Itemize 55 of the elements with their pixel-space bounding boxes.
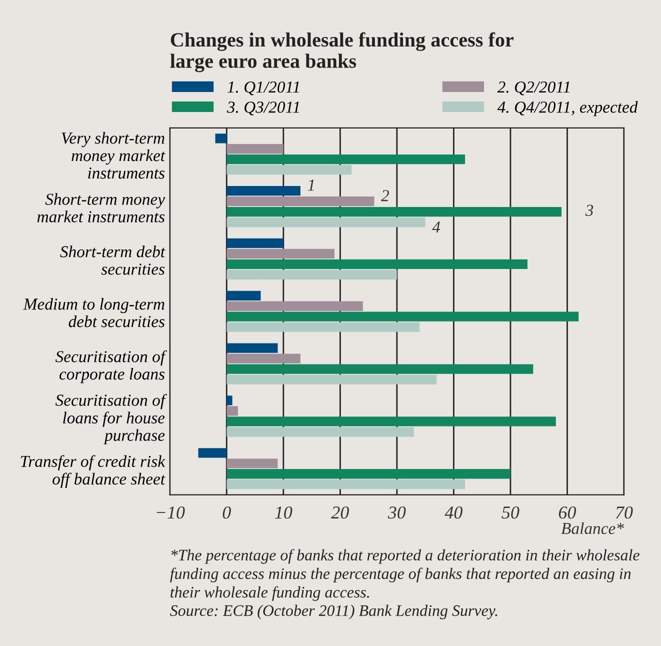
legend-label: 3. Q3/2011 <box>226 102 299 116</box>
x-tick-label: 60 <box>558 506 576 519</box>
bar <box>226 312 579 322</box>
y-tick-label: Short-term debt securities <box>60 246 166 275</box>
x-tick-label: 10 <box>275 506 292 519</box>
bar <box>226 259 528 270</box>
y-tick-label: Transfer of credit risk off balance sheet <box>20 455 166 488</box>
bar <box>226 154 466 164</box>
bar <box>226 458 278 468</box>
y-tick-label: Very short-term money market instruments <box>62 132 166 179</box>
bar <box>226 469 510 479</box>
bar <box>226 270 397 280</box>
annotation: 1 <box>308 180 314 191</box>
y-tick-label: Short-term money market instruments <box>37 193 166 222</box>
bar <box>226 322 420 332</box>
y-tick-label: Medium to long-term debt securities <box>23 298 165 328</box>
bar <box>226 343 278 353</box>
legend-label: 2. Q2/2011 <box>497 81 570 96</box>
bar <box>226 416 556 426</box>
bar <box>226 427 414 437</box>
bar <box>215 134 227 144</box>
bar <box>226 290 261 300</box>
annotation: 4 <box>432 222 440 233</box>
x-axis-title: Balance* <box>561 522 624 534</box>
chart-title: Changes in wholesale funding access for large euro area banks <box>170 32 514 72</box>
bar <box>226 248 334 259</box>
bar <box>226 217 426 228</box>
y-tick-label: Securitisation of corporate loans <box>55 350 167 384</box>
bar <box>226 354 300 364</box>
legend-label: 1. Q1/2011 <box>228 81 299 96</box>
y-tick-label: Securitisation of loans for house purchase <box>55 394 167 444</box>
bar <box>226 406 238 416</box>
bar <box>226 206 562 217</box>
bar <box>198 448 227 458</box>
text: *The percentage of banks that reported a deterioration in their wholesale funding access minus the percentage of banks that reported an easing in their wholesale funding access. Source: ECB (October 2011) Bank Lending Survey. <box>170 549 640 620</box>
annotation: 3 <box>585 204 594 216</box>
bar <box>226 301 363 311</box>
bar <box>226 480 466 490</box>
x-tick-label: 40 <box>444 506 462 519</box>
bar <box>226 144 284 154</box>
bar <box>226 165 352 175</box>
legend-label: 4. Q4/2011, expected <box>497 101 638 116</box>
x-tick-label: 20 <box>331 506 349 519</box>
x-tick-label: 30 <box>388 506 406 519</box>
bar <box>226 364 534 374</box>
x-tick-label: 70 <box>616 506 633 519</box>
x-tick-label: 0 <box>222 506 231 519</box>
x-tick-label: 50 <box>502 506 520 519</box>
bar <box>226 186 300 196</box>
bar <box>226 396 232 406</box>
x-tick-label: −10 <box>156 506 185 519</box>
annotation: 2 <box>381 190 390 202</box>
bar <box>226 196 374 206</box>
bar <box>226 374 437 384</box>
bar <box>226 238 284 248</box>
